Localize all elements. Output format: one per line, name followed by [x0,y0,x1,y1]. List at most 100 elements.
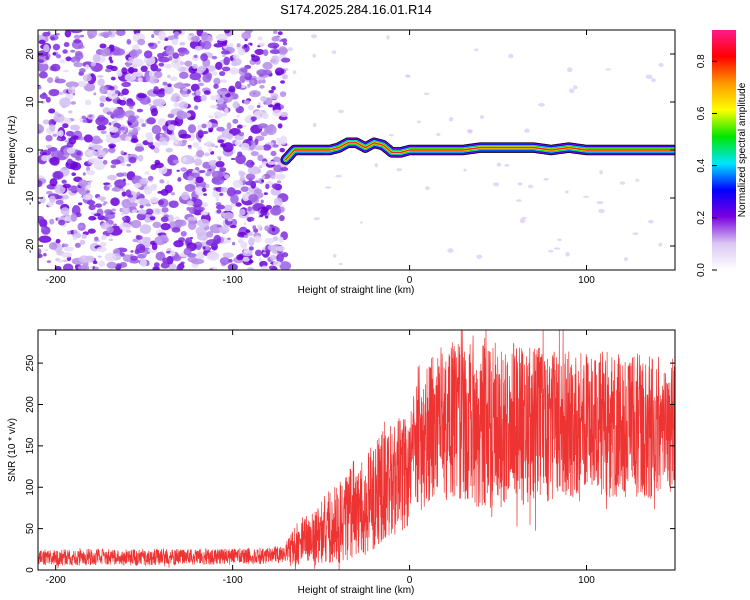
noise-blob [111,208,116,212]
noise-blob [55,33,60,36]
noise-blob [79,239,86,245]
noise-blob [167,124,176,131]
noise-blob [436,132,441,137]
noise-blob [94,203,103,208]
noise-blob [178,51,186,57]
noise-blob [248,194,258,202]
noise-blob [128,57,133,61]
noise-blob [93,92,97,96]
noise-blob [71,86,76,90]
noise-blob [219,71,226,77]
snr-series-line [38,330,675,570]
noise-blob [193,95,203,103]
noise-blob [49,178,58,187]
noise-blob [137,77,143,83]
noise-blob [155,251,166,261]
noise-blob [216,209,222,214]
noise-blob [217,139,225,144]
noise-blob [516,199,522,202]
noise-blob [183,247,192,256]
noise-blob [255,178,260,181]
noise-blob [43,44,50,53]
noise-blob [217,97,224,105]
noise-blob [70,124,81,131]
noise-blob [191,198,203,208]
heatmap-x-label: Height of straight line (km) [298,285,415,296]
noise-blob [220,186,228,193]
noise-blob [108,238,114,242]
noise-blob [79,68,86,73]
noise-blob [222,142,234,153]
noise-blob [257,101,262,106]
noise-blob [58,219,66,226]
noise-blob [567,67,573,73]
noise-blob [226,133,234,140]
noise-blob [227,237,231,240]
noise-blob [136,235,143,241]
noise-blob [124,73,136,82]
noise-blob [100,130,107,134]
noise-blob [250,116,257,122]
figure-title: S174.2025.284.16.01.R14 [280,2,432,17]
noise-blob [162,257,169,264]
noise-blob [211,143,216,148]
noise-blob [247,206,252,212]
noise-blob [247,83,251,88]
noise-blob [243,99,251,105]
noise-blob [115,263,122,268]
noise-blob [262,144,272,151]
noise-blob [45,144,52,149]
noise-blob [270,142,274,146]
noise-blob [137,154,144,162]
noise-blob [44,248,48,252]
noise-blob [126,64,131,68]
noise-blob [239,239,243,244]
noise-blob [59,97,71,108]
noise-blob [250,151,259,157]
noise-blob [93,160,106,171]
noise-blob [325,186,332,189]
noise-blob [141,236,152,243]
noise-blob [165,147,173,153]
noise-blob [66,158,73,165]
noise-blob [632,232,639,235]
noise-blob [110,164,117,169]
noise-blob [200,53,208,62]
noise-blob [123,159,128,162]
noise-blob [557,238,562,242]
noise-blob [77,224,84,229]
noise-blob [86,149,97,157]
noise-blob [41,155,49,162]
noise-blob [253,235,262,243]
noise-blob [292,70,297,75]
noise-blob [121,67,128,74]
noise-blob [280,111,289,118]
noise-blob [504,163,510,167]
noise-blob [214,145,219,148]
colorbar-tick-label: 0.6 [696,106,707,120]
noise-blob [187,175,194,181]
noise-blob [272,261,282,267]
noise-blob [274,102,281,107]
noise-blob [220,50,230,55]
noise-blob [196,252,204,261]
noise-blob [240,85,246,89]
noise-blob [271,206,282,216]
noise-blob [237,151,243,157]
noise-blob [48,119,56,127]
noise-blob [48,242,58,250]
noise-blob [201,130,209,135]
noise-blob [261,175,266,179]
noise-blob [150,144,156,150]
noise-blob [86,169,96,176]
noise-blob [61,104,67,109]
noise-blob [242,193,250,202]
colorbar-tick-label: 0.8 [696,54,707,68]
noise-blob [332,254,337,258]
noise-blob [635,178,640,182]
noise-blob [272,144,279,148]
noise-blob [108,44,115,49]
noise-blob [171,93,181,103]
noise-blob [198,138,202,143]
noise-blob [244,180,256,186]
